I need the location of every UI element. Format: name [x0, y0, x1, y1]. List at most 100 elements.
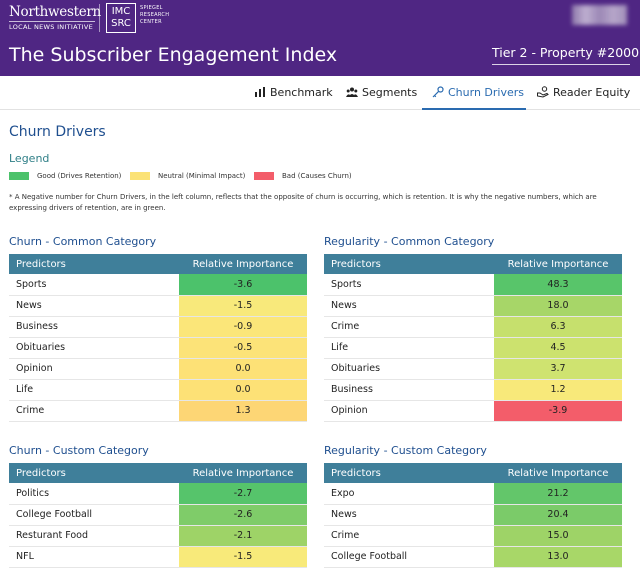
hand-coin-icon [537, 86, 549, 98]
tab-label: Churn Drivers [448, 86, 525, 99]
predictor-cell: Opinion [324, 400, 494, 422]
imc-line1: IMC [111, 6, 131, 17]
predictor-cell: College Football [9, 504, 179, 526]
main-nav: Benchmark Segments Churn Drivers Reader … [0, 76, 640, 110]
predictor-cell: Business [324, 379, 494, 401]
predictor-cell: Crime [324, 525, 494, 547]
predictor-cell: Sports [324, 274, 494, 296]
table-row: Sports 48.3 [324, 274, 622, 296]
table-row: College Football -2.6 [9, 504, 307, 526]
importance-cell: -3.6 [179, 274, 307, 296]
importance-cell: 1.3 [179, 400, 307, 422]
section-title: Churn Drivers [9, 124, 106, 140]
legend-swatch [130, 172, 150, 180]
table-churn-custom: Predictors Relative Importance Politics -… [9, 463, 307, 568]
predictor-cell: Life [9, 379, 179, 401]
predictor-cell: News [324, 504, 494, 526]
logo-divider [99, 4, 100, 32]
legend-swatch [254, 172, 274, 180]
legend-item-bad: Bad (Causes Churn) [254, 170, 374, 182]
predictor-cell: Opinion [9, 358, 179, 380]
table-row: Obituaries 3.7 [324, 358, 622, 380]
table-regularity-common: Predictors Relative Importance Sports 48.… [324, 254, 622, 422]
importance-cell: 15.0 [494, 525, 622, 547]
table-title-churn-common: Churn - Common Category [9, 235, 157, 248]
predictor-cell: News [9, 295, 179, 317]
col-predictors: Predictors [331, 467, 381, 479]
table-row: Sports -3.6 [9, 274, 307, 296]
tab-benchmark[interactable]: Benchmark [254, 76, 333, 110]
org-name: Northwestern [9, 4, 101, 20]
table-row: Crime 15.0 [324, 525, 622, 547]
table-row: Opinion -3.9 [324, 400, 622, 422]
legend-item-neutral: Neutral (Minimal Impact) [130, 170, 265, 182]
table-regularity-custom: Predictors Relative Importance Expo 21.2 N… [324, 463, 622, 568]
col-relative-importance: Relative Importance [507, 467, 609, 479]
predictor-cell: NFL [9, 546, 179, 568]
importance-cell: -2.1 [179, 525, 307, 547]
legend-item-good: Good (Drives Retention) [9, 170, 139, 182]
tab-label: Segments [362, 86, 418, 99]
property-select[interactable]: Tier 2 - Property #2000 - [492, 43, 640, 65]
org-subtitle: LOCAL NEWS INITIATIVE [9, 21, 95, 31]
table-row: Life 0.0 [9, 379, 307, 401]
importance-cell: 18.0 [494, 295, 622, 317]
predictor-cell: Politics [9, 483, 179, 505]
table-header-row: Predictors Relative Importance [9, 463, 307, 483]
importance-cell: -1.5 [179, 546, 307, 568]
churn-note: * A Negative number for Churn Drivers, i… [9, 193, 597, 212]
table-row: NFL -1.5 [9, 546, 307, 568]
table-row: News 18.0 [324, 295, 622, 317]
col-relative-importance: Relative Importance [507, 258, 609, 270]
spiegel-center-text: SPIEGEL RESEARCH CENTER [140, 5, 170, 25]
tab-label: Reader Equity [553, 86, 631, 99]
table-row: Crime 1.3 [9, 400, 307, 422]
col-relative-importance: Relative Importance [192, 467, 294, 479]
table-row: College Football 13.0 [324, 546, 622, 568]
table-header-row: Predictors Relative Importance [324, 463, 622, 483]
importance-cell: 3.7 [494, 358, 622, 380]
importance-cell: 4.5 [494, 337, 622, 359]
table-row: News -1.5 [9, 295, 307, 317]
key-icon [432, 86, 444, 98]
table-title-regularity-custom: Regularity - Custom Category [324, 444, 487, 457]
importance-cell: 0.0 [179, 379, 307, 401]
table-row: Crime 6.3 [324, 316, 622, 338]
legend-title: Legend [9, 152, 50, 165]
table-row: Business -0.9 [9, 316, 307, 338]
page-title: The Subscriber Engagement Index [9, 44, 338, 66]
predictor-cell: Business [9, 316, 179, 338]
importance-cell: -2.7 [179, 483, 307, 505]
importance-cell: 20.4 [494, 504, 622, 526]
table-row: Expo 21.2 [324, 483, 622, 505]
table-churn-common: Predictors Relative Importance Sports -3.… [9, 254, 307, 422]
table-row: Politics -2.7 [9, 483, 307, 505]
tab-churn-drivers[interactable]: Churn Drivers [422, 76, 526, 110]
predictor-cell: Crime [324, 316, 494, 338]
legend-label: Good (Drives Retention) [37, 172, 122, 180]
table-row: Opinion 0.0 [9, 358, 307, 380]
chart-icon [255, 87, 265, 97]
table-header-row: Predictors Relative Importance [324, 254, 622, 274]
imc-src-logo[interactable]: IMC SRC [106, 3, 136, 33]
importance-cell: -0.5 [179, 337, 307, 359]
table-row: Obituaries -0.5 [9, 337, 307, 359]
user-avatar-blurred[interactable] [572, 5, 627, 25]
importance-cell: -2.6 [179, 504, 307, 526]
people-icon [346, 87, 358, 97]
predictor-cell: Sports [9, 274, 179, 296]
predictor-cell: Expo [324, 483, 494, 505]
predictor-cell: Crime [9, 400, 179, 422]
northwestern-logo[interactable]: Northwestern LOCAL NEWS INITIATIVE [9, 4, 101, 32]
tab-segments[interactable]: Segments [346, 76, 417, 110]
tab-reader-equity[interactable]: Reader Equity [537, 76, 630, 110]
header-bar: Northwestern LOCAL NEWS INITIATIVE IMC S… [0, 0, 640, 76]
importance-cell: 13.0 [494, 546, 622, 568]
importance-cell: 48.3 [494, 274, 622, 296]
importance-cell: 6.3 [494, 316, 622, 338]
table-row: Life 4.5 [324, 337, 622, 359]
table-title-regularity-common: Regularity - Common Category [324, 235, 495, 248]
table-row: Business 1.2 [324, 379, 622, 401]
legend-label: Neutral (Minimal Impact) [158, 172, 246, 180]
predictor-cell: College Football [324, 546, 494, 568]
